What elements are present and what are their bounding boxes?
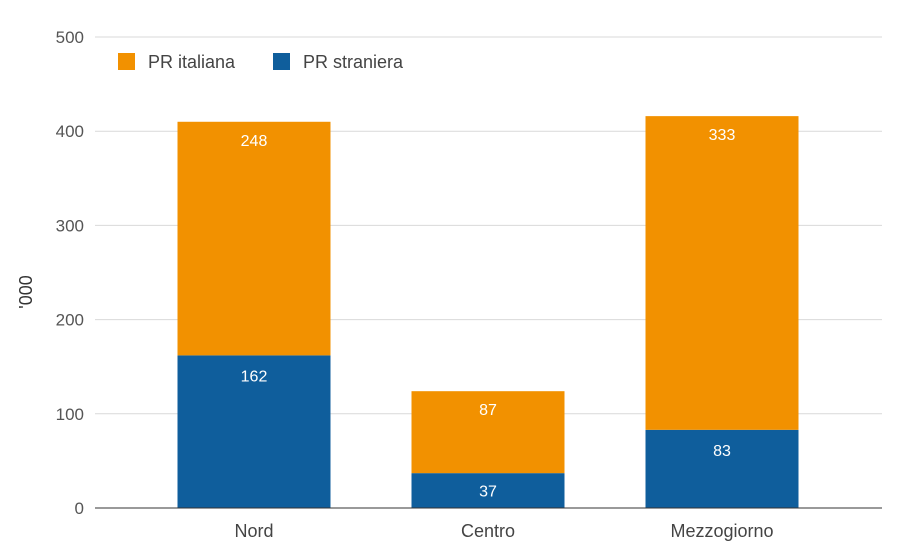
legend-swatch — [118, 53, 135, 70]
y-axis-title: '000 — [16, 275, 36, 308]
x-tick-label: Nord — [234, 521, 273, 541]
y-tick-label: 0 — [75, 499, 84, 518]
legend: PR italiana PR straniera — [118, 52, 404, 72]
bar-segment — [645, 429, 799, 508]
y-tick-label: 100 — [56, 405, 84, 424]
data-labels: 162 248 37 87 83 333 — [241, 127, 736, 500]
data-label: 333 — [709, 127, 736, 144]
bar-segment — [411, 473, 565, 508]
data-label: 83 — [713, 443, 731, 460]
legend-label: PR straniera — [303, 52, 404, 72]
legend-swatch — [273, 53, 290, 70]
data-label: 162 — [241, 368, 268, 385]
y-tick-label: 400 — [56, 122, 84, 141]
bar-segment — [177, 121, 331, 356]
legend-label: PR italiana — [148, 52, 236, 72]
y-tick-label: 200 — [56, 311, 84, 330]
y-tick-label: 500 — [56, 28, 84, 47]
data-label: 37 — [479, 484, 497, 501]
x-tick-label: Centro — [461, 521, 515, 541]
data-label: 87 — [479, 402, 497, 419]
x-tick-label: Mezzogiorno — [670, 521, 773, 541]
bars — [177, 116, 799, 508]
bar-segment — [411, 391, 565, 474]
bar-segment — [177, 355, 331, 508]
bar-segment — [645, 116, 799, 430]
y-tick-label: 300 — [56, 216, 84, 235]
axes: 0 100 200 300 400 500 Nord Centro Mezzogiorno — [56, 28, 882, 541]
data-label: 248 — [241, 133, 268, 150]
